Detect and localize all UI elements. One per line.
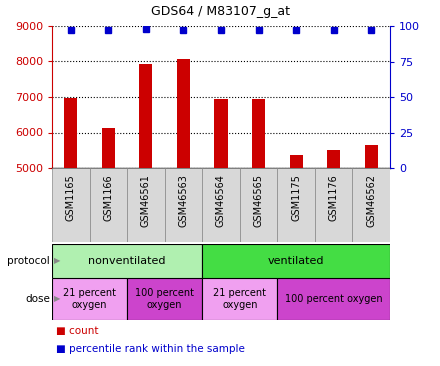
Text: nonventilated: nonventilated <box>88 256 166 266</box>
FancyBboxPatch shape <box>202 278 277 320</box>
FancyBboxPatch shape <box>52 168 90 242</box>
FancyBboxPatch shape <box>277 278 390 320</box>
Text: GSM1176: GSM1176 <box>329 174 339 221</box>
Text: GSM1175: GSM1175 <box>291 174 301 221</box>
FancyBboxPatch shape <box>277 168 315 242</box>
FancyBboxPatch shape <box>240 168 277 242</box>
Text: ■ percentile rank within the sample: ■ percentile rank within the sample <box>56 344 245 354</box>
Bar <box>252 99 265 346</box>
FancyBboxPatch shape <box>52 278 127 320</box>
Text: GSM46563: GSM46563 <box>179 174 188 227</box>
Text: dose: dose <box>25 294 50 304</box>
Text: GSM1165: GSM1165 <box>66 174 76 221</box>
Bar <box>139 64 153 346</box>
Text: ▶: ▶ <box>54 295 61 303</box>
Text: 21 percent
oxygen: 21 percent oxygen <box>63 288 116 310</box>
FancyBboxPatch shape <box>352 168 390 242</box>
Text: ▶: ▶ <box>54 257 61 265</box>
Text: GDS64 / M83107_g_at: GDS64 / M83107_g_at <box>150 5 290 18</box>
Bar <box>365 145 378 346</box>
Text: protocol: protocol <box>7 256 50 266</box>
Bar <box>64 98 77 346</box>
FancyBboxPatch shape <box>202 244 390 278</box>
Text: GSM46562: GSM46562 <box>366 174 376 227</box>
Text: ■ count: ■ count <box>56 326 99 336</box>
Bar <box>214 99 227 346</box>
FancyBboxPatch shape <box>315 168 352 242</box>
Text: 21 percent
oxygen: 21 percent oxygen <box>213 288 266 310</box>
Text: GSM1166: GSM1166 <box>103 174 114 221</box>
FancyBboxPatch shape <box>202 168 240 242</box>
FancyBboxPatch shape <box>127 168 165 242</box>
Text: GSM46561: GSM46561 <box>141 174 151 227</box>
Text: 100 percent oxygen: 100 percent oxygen <box>285 294 382 304</box>
Text: 100 percent
oxygen: 100 percent oxygen <box>135 288 194 310</box>
FancyBboxPatch shape <box>90 168 127 242</box>
Bar <box>327 150 340 346</box>
FancyBboxPatch shape <box>165 168 202 242</box>
FancyBboxPatch shape <box>127 278 202 320</box>
FancyBboxPatch shape <box>52 244 202 278</box>
Bar <box>102 128 115 346</box>
Bar <box>290 155 303 346</box>
Text: GSM46564: GSM46564 <box>216 174 226 227</box>
Text: GSM46565: GSM46565 <box>253 174 264 227</box>
Bar <box>177 59 190 346</box>
Text: ventilated: ventilated <box>268 256 324 266</box>
